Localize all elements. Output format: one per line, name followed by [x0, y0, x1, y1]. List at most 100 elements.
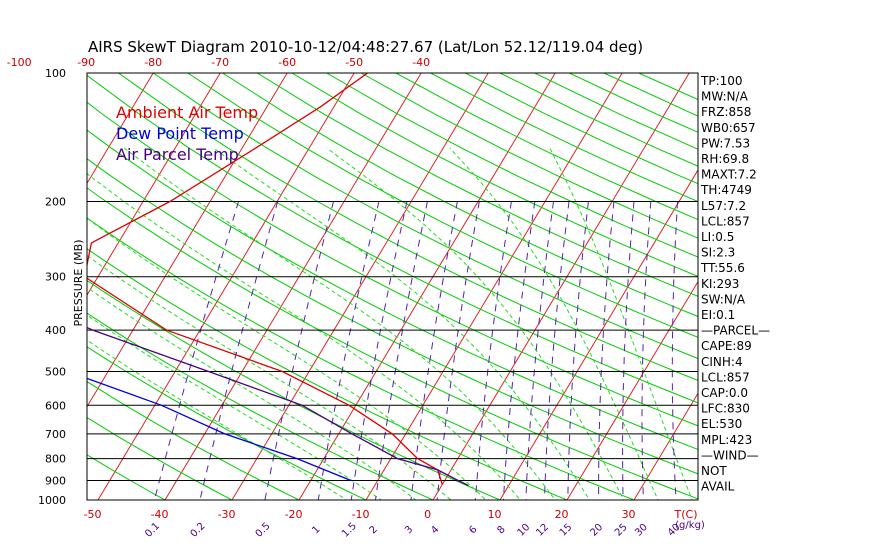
stability-index-text: LCL:857	[701, 370, 750, 384]
mixing-ratio-tick-label: 12	[534, 522, 551, 539]
stability-index-text: AVAIL	[701, 480, 735, 494]
top-temp-tick-label: -40	[412, 56, 430, 69]
series-dew-point-temp	[87, 377, 352, 482]
pressure-tick-label: 100	[45, 67, 66, 80]
mixing-ratio-line	[502, 201, 536, 500]
pressure-tick-label: 800	[45, 453, 66, 466]
pressure-tick-label: 200	[45, 196, 66, 209]
moist-adiabat-line	[87, 217, 487, 500]
mixing-ratio-tick-label: 8	[496, 524, 508, 536]
mixing-ratio-unit-label: (g/kg)	[675, 520, 705, 531]
legend-entry: Air Parcel Temp	[116, 145, 239, 164]
mixing-ratio-tick-label: 25	[613, 522, 630, 539]
pressure-tick-label: 1000	[38, 494, 66, 507]
bottom-temp-tick-label: 20	[555, 508, 569, 521]
top-temp-tick-label: -80	[144, 56, 162, 69]
stability-index-text: TT:55.6	[700, 261, 745, 275]
mixing-ratio-tick-label: 1.5	[340, 521, 359, 540]
stability-index-text: PW:7.53	[701, 136, 750, 150]
dry-adiabat-line	[87, 279, 502, 500]
mixing-ratio-line	[374, 201, 428, 500]
stability-index-text: CINH:4	[701, 355, 743, 369]
moist-adiabat-line	[124, 147, 556, 500]
dry-adiabat-line	[87, 101, 698, 427]
isotherm-line	[164, 73, 422, 500]
isotherm-line	[87, 73, 221, 296]
pressure-tick-label: 600	[45, 399, 66, 412]
pressure-tick-label: 500	[45, 365, 66, 378]
dry-adiabat-line	[118, 73, 698, 381]
bottom-temp-tick-label: -10	[352, 508, 370, 521]
stability-index-text: L57:7.2	[701, 199, 746, 213]
bottom-temp-tick-label: 0	[424, 508, 431, 521]
stability-index-text: TP:100	[700, 74, 743, 88]
top-temp-tick-label: -50	[345, 56, 363, 69]
mixing-ratio-tick-label: 2	[368, 524, 380, 536]
pressure-tick-label: 900	[45, 474, 66, 487]
isotherm-line	[633, 392, 698, 500]
mixing-ratio-line	[641, 201, 652, 500]
mixing-ratio-line	[199, 201, 279, 500]
dry-adiabat-line	[87, 381, 301, 500]
mixing-ratio-tick-label: 3	[403, 524, 415, 536]
pressure-tick-label: 700	[45, 428, 66, 441]
dry-adiabat-line	[87, 454, 167, 500]
mixing-ratio-line	[598, 201, 615, 500]
stability-index-text: TH:4749	[700, 183, 752, 197]
isotherm-line	[298, 73, 556, 500]
isotherm-line	[231, 73, 489, 500]
dry-adiabat-line	[87, 187, 698, 500]
pressure-tick-label: 400	[45, 324, 66, 337]
dry-adiabat-line	[256, 73, 698, 297]
bottom-temp-tick-label: -30	[218, 508, 236, 521]
dry-adiabat-line	[87, 74, 698, 404]
bottom-temp-tick-label: -40	[151, 508, 169, 521]
isotherm-line	[763, 73, 870, 509]
stability-index-text: KI:293	[701, 277, 739, 291]
mixing-ratio-line	[543, 201, 570, 500]
stability-index-text: —PARCEL—	[701, 324, 770, 338]
mixing-ratio-tick-label: 1	[310, 524, 322, 536]
stability-index-text: EI:0.1	[701, 308, 735, 322]
isotherm-line	[87, 73, 288, 408]
top-temp-tick-label: -60	[278, 56, 296, 69]
mixing-ratio-line	[525, 201, 554, 500]
mixing-ratio-line	[264, 201, 334, 500]
dry-adiabat-line	[291, 73, 698, 277]
moist-adiabat-line	[449, 147, 659, 500]
stability-index-text: WB0:657	[701, 121, 756, 135]
pressure-tick-label: 300	[45, 271, 66, 284]
stability-index-text: —WIND—	[701, 448, 759, 462]
mixing-ratio-line	[436, 201, 480, 500]
top-temp-tick-label: -90	[77, 56, 95, 69]
mixing-ratio-line	[410, 201, 458, 500]
dry-adiabat-line	[326, 73, 698, 258]
stability-index-text: LFC:830	[701, 402, 750, 416]
mixing-ratio-line	[567, 201, 589, 500]
isotherm-line	[566, 280, 698, 500]
isotherm-line	[87, 73, 154, 185]
mixing-ratio-tick-label: 0.5	[254, 521, 273, 540]
top-temp-tick-label: -70	[211, 56, 229, 69]
stability-index-text: LI:0.5	[701, 230, 734, 244]
bottom-temp-tick-label: -50	[84, 508, 102, 521]
legend-entry: Ambient Air Temp	[116, 103, 258, 122]
stability-index-text: RH:69.8	[701, 152, 749, 166]
x-axis-unit-label: T(C)	[674, 508, 698, 521]
isotherm-line	[830, 73, 870, 509]
bottom-temp-tick-label: -20	[285, 508, 303, 521]
mixing-ratio-tick-label: 20	[588, 522, 605, 539]
mixing-ratio-tick-label: 10	[516, 522, 533, 539]
mixing-ratio-tick-label: 6	[467, 524, 479, 536]
mixing-ratio-line	[671, 201, 678, 500]
mixing-ratio-line	[474, 201, 512, 500]
stability-index-text: EL:530	[701, 417, 742, 431]
bottom-temp-tick-label: 30	[622, 508, 636, 521]
stability-index-text: CAPE:89	[701, 339, 752, 353]
mixing-ratio-line	[317, 201, 380, 500]
isotherm-line	[97, 73, 355, 500]
bottom-temp-tick-label: 10	[488, 508, 502, 521]
mixing-ratio-line	[153, 201, 239, 500]
